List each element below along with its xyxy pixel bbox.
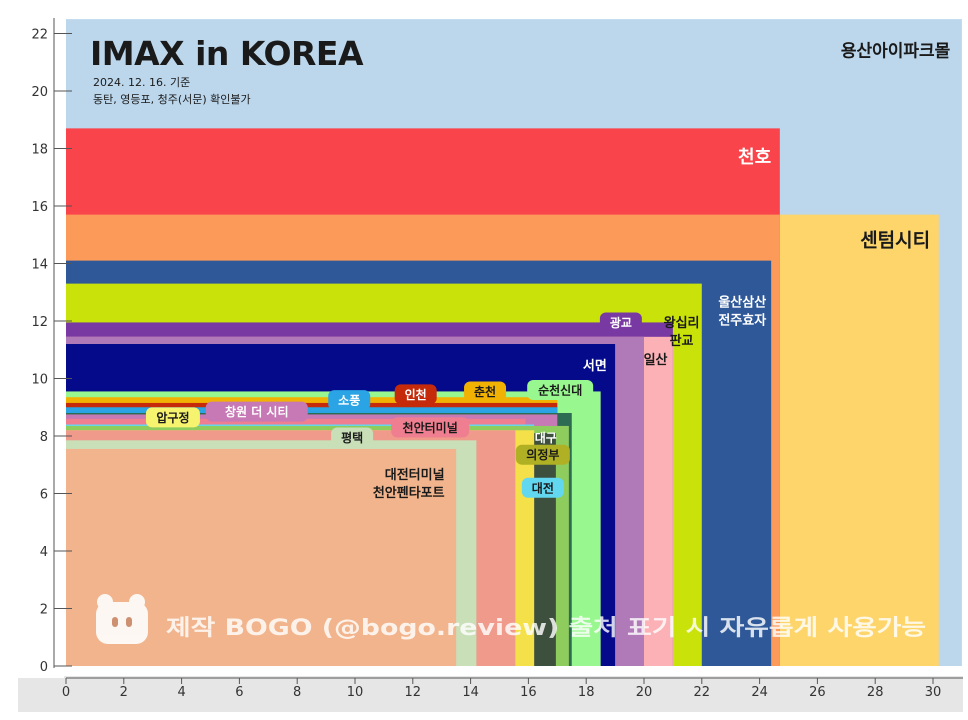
x-tick-label-3: 6 — [235, 685, 243, 700]
y-tick-label-10: 20 — [31, 85, 48, 100]
x-axis-band — [18, 676, 963, 712]
badge-label-8: 평택 — [341, 430, 363, 445]
x-tick-label-5: 10 — [347, 685, 364, 700]
y-tick-label-9: 18 — [31, 143, 48, 158]
screen-label-0-0: 용산아이파크몰 — [841, 42, 951, 62]
badge-5 — [205, 401, 308, 422]
badge-6 — [145, 407, 200, 428]
screen-label-5-1: 판교 — [670, 333, 694, 349]
x-tick-label-6: 12 — [405, 685, 422, 700]
x-tick-label-8: 16 — [520, 685, 537, 700]
badge-4 — [328, 390, 371, 411]
badge-7 — [391, 417, 470, 438]
badge-label-1: 순천신대 — [538, 383, 582, 398]
badge-1 — [527, 380, 594, 400]
y-tick-label-2: 4 — [40, 545, 48, 560]
y-tick-label-5: 10 — [31, 373, 48, 388]
x-tick-label-10: 20 — [636, 685, 653, 700]
screen-label-2-0: 천호 — [738, 147, 771, 168]
chart-title: IMAX in KOREA — [90, 34, 364, 73]
x-tick-label-12: 24 — [751, 685, 768, 700]
badge-9 — [515, 444, 570, 465]
screen-label-1-0: 센텀시티 — [860, 229, 930, 251]
badge-3 — [394, 384, 437, 405]
y-tick-label-3: 6 — [40, 488, 48, 503]
badge-label-4: 소풍 — [338, 394, 360, 408]
x-tick-label-7: 14 — [462, 685, 479, 700]
badge-label-10: 대전 — [532, 480, 554, 495]
badge-2 — [464, 381, 507, 402]
badge-10 — [521, 477, 564, 498]
x-tick-label-0: 0 — [62, 685, 70, 700]
watermark-text: 제작 BOGO (@bogo.review) 출처 표기 시 자유롭게 사용가능 — [166, 616, 926, 641]
y-tick-label-4: 8 — [40, 430, 48, 445]
screen-label-25-0: 대전터미널 — [385, 467, 445, 483]
y-tick-label-8: 16 — [31, 200, 48, 215]
badge-label-7: 천안터미널 — [403, 420, 458, 435]
badge-0 — [599, 312, 642, 333]
badge-label-2: 춘천 — [474, 384, 496, 399]
screen-label-7-0: 일산 — [644, 352, 668, 368]
y-tick-label-1: 2 — [40, 603, 48, 618]
y-tick-label-0: 0 — [40, 660, 48, 675]
screen-label-4-0: 울산삼산 — [718, 295, 766, 311]
screen-label-14-0: 대구 — [535, 431, 557, 445]
y-axis-band — [18, 18, 64, 678]
badge-label-9: 의정부 — [526, 447, 559, 462]
screen-label-25-1: 천안펜타포트 — [373, 485, 445, 501]
x-tick-label-14: 28 — [867, 685, 884, 700]
x-tick-label-2: 4 — [177, 685, 185, 700]
badge-label-6: 압구정 — [156, 410, 189, 425]
chart-subtitle-note: 동탄, 영등포, 청주(서문) 확인불가 — [93, 93, 251, 106]
x-tick-label-13: 26 — [809, 685, 826, 700]
x-tick-label-4: 8 — [293, 685, 301, 700]
badge-8 — [331, 427, 374, 448]
x-tick-label-15: 30 — [925, 685, 942, 700]
x-tick-label-9: 18 — [578, 685, 595, 700]
y-tick-label-6: 12 — [31, 315, 48, 330]
screen-label-5-0: 왕십리 — [664, 315, 700, 331]
chart-subtitle-date: 2024. 12. 16. 기준 — [93, 76, 191, 89]
badge-label-0: 광교 — [610, 315, 632, 330]
y-tick-label-7: 14 — [31, 258, 48, 273]
y-tick-label-11: 22 — [31, 28, 48, 43]
x-tick-label-1: 2 — [120, 685, 128, 700]
screen-label-9-0: 서면 — [583, 358, 607, 374]
screen-label-4-1: 전주효자 — [718, 313, 766, 329]
x-tick-label-11: 22 — [694, 685, 711, 700]
badge-label-3: 인천 — [405, 387, 427, 402]
bear-logo-icon — [96, 594, 148, 644]
badge-label-5: 창원 더 시티 — [225, 404, 289, 419]
